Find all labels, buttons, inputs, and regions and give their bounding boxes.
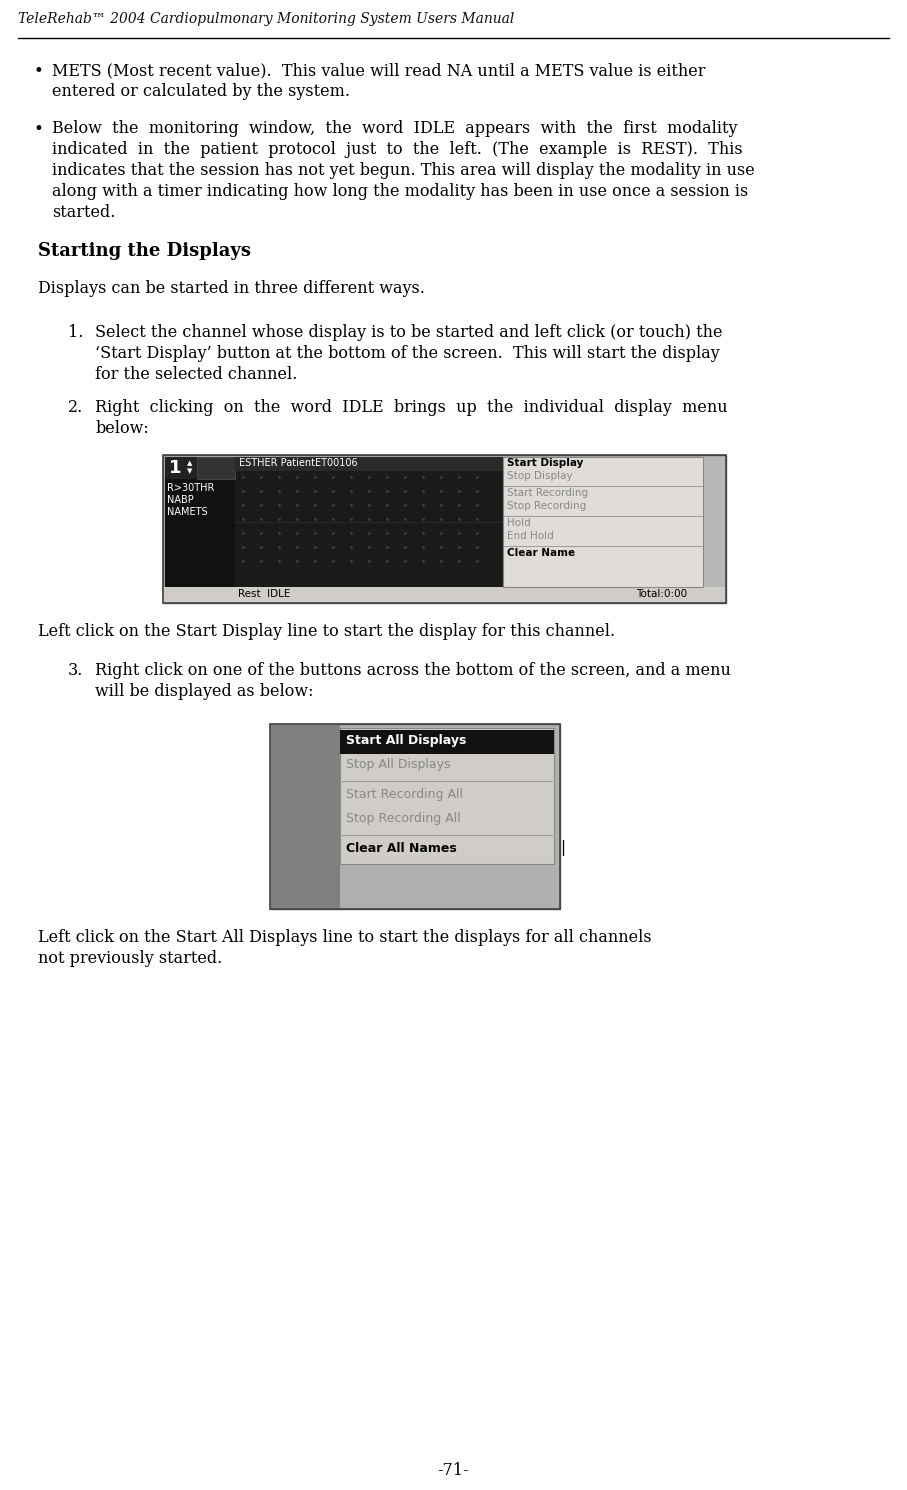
- Text: Start All Displays: Start All Displays: [346, 735, 466, 746]
- Text: Start Recording: Start Recording: [507, 489, 588, 498]
- Text: Right  clicking  on  the  word  IDLE  brings  up  the  individual  display  menu: Right clicking on the word IDLE brings u…: [95, 399, 727, 416]
- Bar: [270, 724, 340, 909]
- Bar: [340, 729, 554, 864]
- Text: •: •: [34, 121, 44, 139]
- Bar: [163, 587, 726, 603]
- Text: Stop Display: Stop Display: [507, 471, 572, 481]
- Text: 3.: 3.: [68, 662, 83, 679]
- Text: Stop Recording All: Stop Recording All: [346, 812, 461, 825]
- Text: not previously started.: not previously started.: [38, 951, 222, 967]
- Text: along with a timer indicating how long the modality has been in use once a sessi: along with a timer indicating how long t…: [52, 183, 748, 200]
- Bar: [235, 457, 503, 471]
- Text: ‘Start Display’ button at the bottom of the screen.  This will start the display: ‘Start Display’ button at the bottom of …: [95, 346, 720, 362]
- Text: TeleRehab™ 2004 Cardiopulmonary Monitoring System Users Manual: TeleRehab™ 2004 Cardiopulmonary Monitori…: [18, 12, 514, 25]
- Text: ▼: ▼: [187, 468, 192, 474]
- Text: indicates that the session has not yet begun. This area will display the modalit: indicates that the session has not yet b…: [52, 162, 755, 179]
- Text: started.: started.: [52, 204, 115, 221]
- Text: Rest  IDLE: Rest IDLE: [238, 589, 290, 599]
- Text: Stop All Displays: Stop All Displays: [346, 758, 451, 770]
- Bar: [163, 454, 726, 603]
- Text: ▲: ▲: [187, 460, 192, 466]
- Text: End Hold: End Hold: [507, 530, 554, 541]
- Bar: [503, 457, 703, 587]
- Text: Starting the Displays: Starting the Displays: [38, 241, 251, 259]
- Text: R>30THR: R>30THR: [167, 483, 214, 493]
- Bar: [235, 457, 503, 587]
- Text: Stop Recording: Stop Recording: [507, 501, 586, 511]
- Text: Left click on the Start Display line to start the display for this channel.: Left click on the Start Display line to …: [38, 623, 615, 641]
- Text: |: |: [560, 840, 565, 855]
- Text: Total:0:00: Total:0:00: [636, 589, 688, 599]
- Text: Below  the  monitoring  window,  the  word  IDLE  appears  with  the  first  mod: Below the monitoring window, the word ID…: [52, 121, 737, 137]
- Text: •: •: [34, 63, 44, 80]
- Text: entered or calculated by the system.: entered or calculated by the system.: [52, 83, 350, 100]
- Text: METS (Most recent value).  This value will read NA until a METS value is either: METS (Most recent value). This value wil…: [52, 63, 706, 79]
- Text: Select the channel whose display is to be started and left click (or touch) the: Select the channel whose display is to b…: [95, 323, 723, 341]
- Bar: [163, 454, 726, 603]
- Text: Start Display: Start Display: [507, 457, 583, 468]
- Text: will be displayed as below:: will be displayed as below:: [95, 682, 314, 700]
- Text: NAMETS: NAMETS: [167, 507, 208, 517]
- Bar: [197, 457, 235, 478]
- Bar: [340, 730, 554, 754]
- Text: 2.: 2.: [68, 399, 83, 416]
- Text: Hold: Hold: [507, 519, 531, 527]
- Text: Clear All Names: Clear All Names: [346, 842, 457, 855]
- Bar: [165, 457, 197, 478]
- Text: 1.: 1.: [68, 323, 83, 341]
- Text: -71-: -71-: [438, 1462, 469, 1480]
- Text: below:: below:: [95, 420, 149, 437]
- Text: 1: 1: [169, 459, 181, 477]
- Text: Right click on one of the buttons across the bottom of the screen, and a menu: Right click on one of the buttons across…: [95, 662, 731, 679]
- Bar: [270, 724, 560, 909]
- Text: Clear Name: Clear Name: [507, 548, 575, 557]
- Text: for the selected channel.: for the selected channel.: [95, 367, 297, 383]
- Bar: [270, 724, 560, 909]
- Text: ESTHER PatientET00106: ESTHER PatientET00106: [239, 457, 357, 468]
- Bar: [165, 457, 235, 587]
- Text: Start Recording All: Start Recording All: [346, 788, 463, 802]
- Text: Displays can be started in three different ways.: Displays can be started in three differe…: [38, 280, 424, 297]
- Text: NABP: NABP: [167, 495, 194, 505]
- Text: indicated  in  the  patient  protocol  just  to  the  left.  (The  example  is  : indicated in the patient protocol just t…: [52, 142, 743, 158]
- Text: Left click on the Start All Displays line to start the displays for all channels: Left click on the Start All Displays lin…: [38, 928, 651, 946]
